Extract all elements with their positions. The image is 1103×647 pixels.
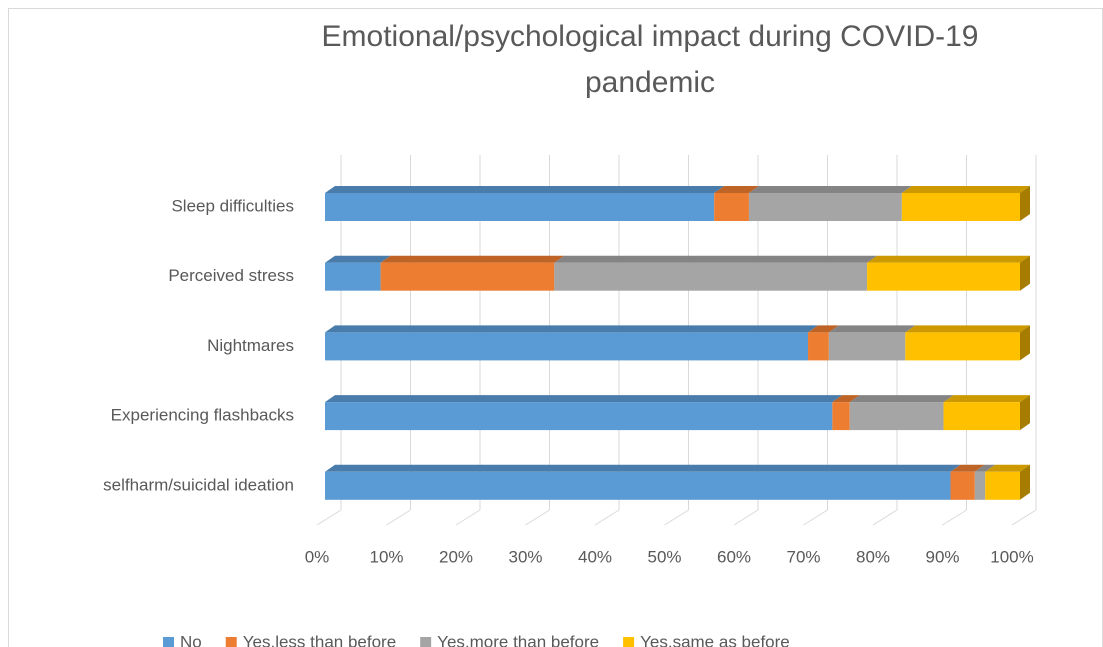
bar-top xyxy=(325,464,961,472)
bar-side xyxy=(1020,325,1030,361)
floor-line xyxy=(803,509,828,526)
floor-line xyxy=(1011,509,1037,526)
bar xyxy=(808,332,829,361)
bar xyxy=(985,471,1020,500)
x-tick-label: 70% xyxy=(786,547,820,566)
floor-line xyxy=(872,509,898,526)
floor-line xyxy=(664,509,689,526)
bar-top xyxy=(849,395,954,403)
bar xyxy=(325,471,951,500)
bar xyxy=(974,471,986,500)
bar-top xyxy=(325,395,843,403)
bar xyxy=(325,262,381,291)
bar-top xyxy=(325,255,391,263)
bar xyxy=(380,262,555,291)
bar-top xyxy=(554,255,878,263)
x-tick-label: 20% xyxy=(439,547,473,566)
bar xyxy=(325,332,809,361)
bar-side xyxy=(1020,464,1030,500)
x-tick-label: 40% xyxy=(578,547,612,566)
legend-label: Yes,same as before xyxy=(640,632,790,647)
bar xyxy=(554,262,868,291)
legend-label: No xyxy=(180,632,202,647)
bar xyxy=(832,402,850,431)
floor-line xyxy=(594,509,620,526)
bar-top xyxy=(748,186,912,193)
bar-top xyxy=(867,255,1030,263)
bar-top xyxy=(832,395,860,403)
bar-top xyxy=(974,464,996,472)
legend-swatch xyxy=(623,637,635,647)
bar-top xyxy=(325,186,725,193)
x-tick-label: 80% xyxy=(856,547,890,566)
bar xyxy=(905,332,1020,361)
bar-side xyxy=(1020,395,1030,431)
y-tick-label: Sleep difficulties xyxy=(171,196,294,215)
y-tick-label: Perceived stress xyxy=(168,266,294,285)
floor-line xyxy=(525,509,550,526)
bar xyxy=(867,262,1020,291)
bar-top xyxy=(985,464,1030,472)
bar xyxy=(943,402,1020,431)
bar xyxy=(714,193,749,221)
floor-line xyxy=(316,509,342,526)
y-tick-label: selfharm/suicidal ideation xyxy=(103,475,294,494)
bar-top xyxy=(950,464,985,472)
bar-top xyxy=(828,325,916,333)
x-tick-label: 10% xyxy=(369,547,403,566)
bar-top xyxy=(905,325,1030,333)
bar xyxy=(325,402,833,431)
floor-line xyxy=(733,509,759,526)
floor-line xyxy=(942,509,967,526)
bar xyxy=(950,471,975,500)
bar-top xyxy=(380,255,565,263)
x-tick-label: 0% xyxy=(305,547,330,566)
x-tick-label: 90% xyxy=(925,547,959,566)
legend-swatch xyxy=(420,637,432,647)
bar-top xyxy=(714,186,759,193)
floor-line xyxy=(386,509,411,526)
legend-swatch xyxy=(225,637,237,647)
y-tick-label: Nightmares xyxy=(207,336,294,355)
bar-top xyxy=(943,395,1030,403)
bar xyxy=(828,332,906,361)
chart-title: Emotional/psychological impact during CO… xyxy=(321,20,979,99)
x-tick-label: 50% xyxy=(647,547,681,566)
bar xyxy=(748,193,902,221)
x-tick-label: 100% xyxy=(990,547,1033,566)
bar-top xyxy=(325,325,819,333)
floor-line xyxy=(455,509,481,526)
bar-side xyxy=(1020,186,1030,221)
x-tick-label: 30% xyxy=(508,547,542,566)
y-tick-label: Experiencing flashbacks xyxy=(111,406,294,425)
legend-swatch xyxy=(163,637,174,647)
bar-side xyxy=(1020,255,1030,291)
bar xyxy=(901,193,1020,221)
bar xyxy=(325,193,715,221)
legend-label: Yes,less than before xyxy=(243,632,396,647)
bar xyxy=(849,402,944,431)
legend-label: Yes,more than before xyxy=(437,632,599,647)
bar-top xyxy=(808,325,839,333)
x-tick-label: 60% xyxy=(717,547,751,566)
bar-top xyxy=(901,186,1030,193)
